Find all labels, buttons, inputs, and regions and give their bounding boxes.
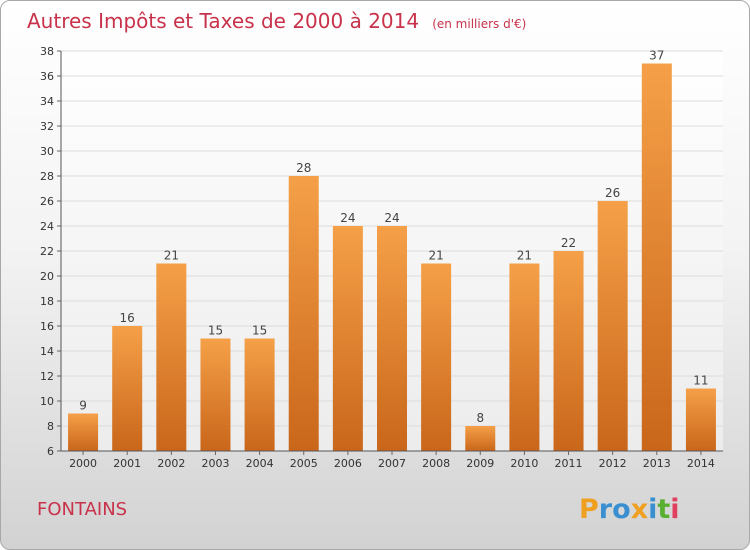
x-tick-label: 2005 xyxy=(290,457,318,470)
y-tick-label: 8 xyxy=(47,420,54,433)
proxiti-logo: Proxiti xyxy=(579,494,680,525)
bar-2003 xyxy=(200,338,231,451)
x-tick-label: 2012 xyxy=(599,457,627,470)
x-tick-label: 2010 xyxy=(510,457,538,470)
y-tick-label: 24 xyxy=(40,220,54,233)
x-tick-label: 2008 xyxy=(422,457,450,470)
bar-value-label: 15 xyxy=(208,324,223,338)
y-tick-label: 34 xyxy=(40,95,54,108)
logo-letter: r xyxy=(599,494,613,525)
x-tick-label: 2006 xyxy=(334,457,362,470)
y-tick-label: 36 xyxy=(40,70,54,83)
y-tick-label: 38 xyxy=(40,45,54,58)
logo-letter: i xyxy=(648,494,657,525)
bar-2005 xyxy=(288,176,319,451)
bar-value-label: 15 xyxy=(252,324,267,338)
bar-2010 xyxy=(509,263,540,451)
bar-2013 xyxy=(641,63,672,451)
chart-title-group: Autres Impôts et Taxes de 2000 à 2014 (e… xyxy=(27,9,526,33)
x-tick-label: 2014 xyxy=(687,457,715,470)
bar-value-label: 21 xyxy=(517,249,532,263)
x-tick-label: 2007 xyxy=(378,457,406,470)
bar-value-label: 9 xyxy=(79,399,87,413)
y-tick-label: 20 xyxy=(40,270,54,283)
logo-letter: P xyxy=(579,494,599,525)
bar-value-label: 21 xyxy=(428,249,443,263)
bar-value-label: 11 xyxy=(693,374,708,388)
y-tick-label: 10 xyxy=(40,395,54,408)
bar-value-label: 8 xyxy=(476,411,484,425)
x-axis: 2000 2001 2002 2003 2004 2005 2006 2007 2008 2009… xyxy=(61,450,723,470)
bar-value-label: 37 xyxy=(649,49,664,63)
bar-2012 xyxy=(597,201,628,451)
bar-2014 xyxy=(685,388,716,451)
bar-2001 xyxy=(112,326,143,451)
y-tick-label: 16 xyxy=(40,320,54,333)
x-tick-label: 2001 xyxy=(113,457,141,470)
x-tick-label: 2003 xyxy=(201,457,229,470)
bar-value-label: 16 xyxy=(120,311,135,325)
bar-2008 xyxy=(421,263,452,451)
y-tick-label: 18 xyxy=(40,295,54,308)
y-tick-label: 12 xyxy=(40,370,54,383)
bar-2006 xyxy=(332,226,363,451)
x-tick-label: 2002 xyxy=(157,457,185,470)
x-tick-label: 2013 xyxy=(643,457,671,470)
y-tick-label: 22 xyxy=(40,245,54,258)
bar-value-label: 28 xyxy=(296,161,311,175)
bar-2011 xyxy=(553,251,584,451)
y-tick-label: 14 xyxy=(40,345,54,358)
bar-value-label: 22 xyxy=(561,236,576,250)
bars: 9 16 21 15 15 28 24 24 21 8 21 22 26 37 11 xyxy=(68,49,716,451)
bar-value-label: 21 xyxy=(164,249,179,263)
x-tick-label: 2009 xyxy=(466,457,494,470)
bar-2009 xyxy=(465,426,496,451)
chart-subtitle: (en milliers d'€) xyxy=(432,17,526,31)
place-name: FONTAINS xyxy=(37,499,127,520)
y-tick-label: 26 xyxy=(40,195,54,208)
logo-letter: x xyxy=(631,494,648,525)
bar-2007 xyxy=(377,226,407,451)
bar-2000 xyxy=(68,413,99,451)
y-tick-label: 30 xyxy=(40,145,54,158)
bar-value-label: 24 xyxy=(384,211,399,225)
bar-value-label: 24 xyxy=(340,211,355,225)
y-tick-label: 32 xyxy=(40,120,54,133)
bar-value-label: 26 xyxy=(605,186,620,200)
chart-title: Autres Impôts et Taxes de 2000 à 2014 xyxy=(27,9,419,33)
x-tick-label: 2011 xyxy=(555,457,583,470)
y-tick-label: 6 xyxy=(47,445,54,458)
y-axis: 6 8 10 12 14 16 18 20 22 24 26 28 30 32 34 36 38 xyxy=(40,45,62,458)
logo-letter: o xyxy=(612,494,631,525)
bar-2004 xyxy=(244,338,275,451)
logo-letter: t xyxy=(657,494,670,525)
x-tick-label: 2000 xyxy=(69,457,97,470)
logo-letter: i xyxy=(670,494,679,525)
x-tick-label: 2004 xyxy=(246,457,274,470)
y-tick-label: 28 xyxy=(40,170,54,183)
bar-2002 xyxy=(156,263,187,451)
